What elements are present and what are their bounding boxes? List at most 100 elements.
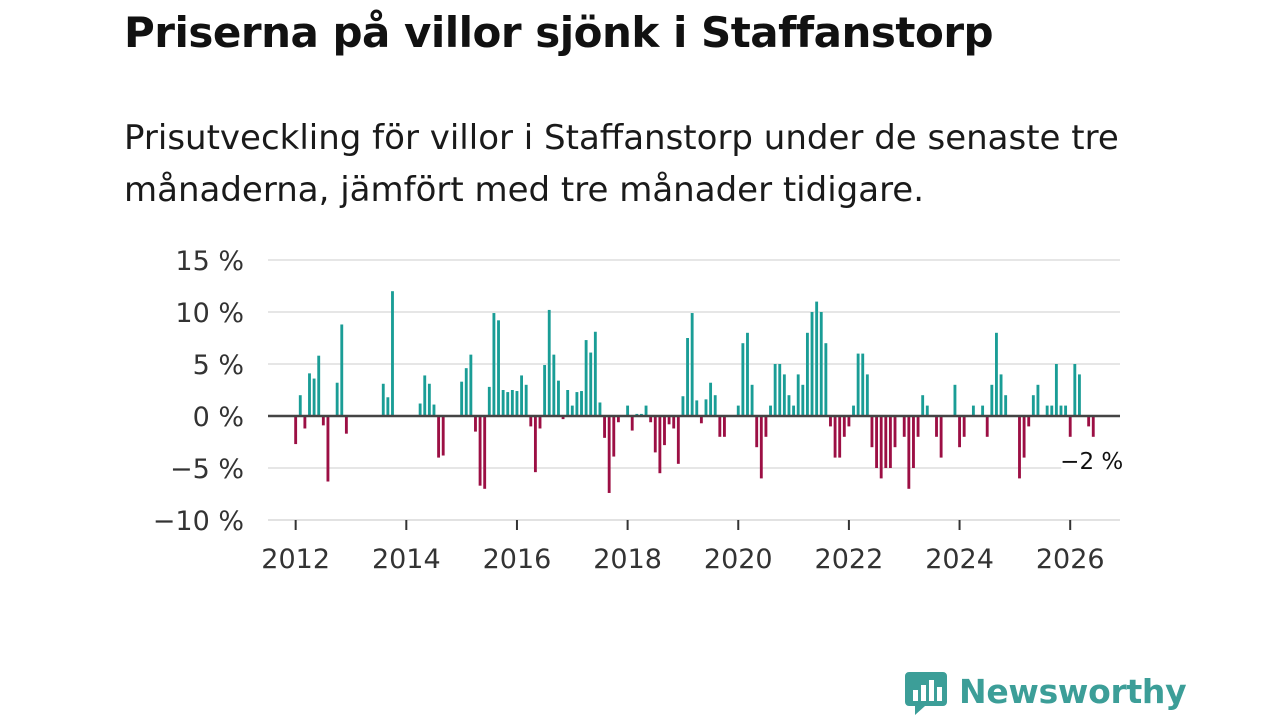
bar-positive bbox=[695, 400, 699, 416]
bar-negative bbox=[912, 416, 915, 468]
bar-positive bbox=[298, 395, 302, 416]
bar-positive bbox=[690, 313, 694, 416]
bar-negative bbox=[939, 416, 943, 458]
y-tick-label: 15 % bbox=[175, 246, 244, 277]
bar-positive bbox=[769, 405, 772, 416]
bar-negative bbox=[759, 416, 763, 479]
x-tick-label: 2024 bbox=[925, 544, 994, 575]
y-tick-label: −5 % bbox=[170, 454, 244, 485]
bar-positive bbox=[709, 382, 713, 416]
bar-negative bbox=[303, 416, 307, 429]
bar-positive bbox=[1073, 364, 1077, 416]
bar-negative bbox=[483, 416, 487, 489]
x-tick-label: 2020 bbox=[704, 544, 773, 575]
bar-positive bbox=[815, 301, 819, 416]
bar-positive bbox=[1045, 405, 1049, 416]
bar-negative bbox=[985, 416, 989, 437]
bar-positive bbox=[497, 320, 500, 416]
bar-positive bbox=[335, 382, 339, 416]
bar-negative bbox=[870, 416, 874, 448]
bar-negative bbox=[1022, 416, 1026, 458]
bar-positive bbox=[312, 378, 316, 416]
bar-negative bbox=[321, 416, 325, 426]
bar-negative bbox=[437, 416, 441, 458]
bar-positive bbox=[856, 353, 860, 416]
bar-positive bbox=[796, 374, 800, 416]
bar-positive bbox=[432, 404, 436, 416]
bar-positive bbox=[995, 332, 998, 416]
last-value-halo bbox=[1061, 445, 1128, 476]
bar-negative bbox=[842, 416, 846, 437]
bar-positive bbox=[506, 392, 510, 416]
bar-positive bbox=[861, 353, 865, 416]
bar-negative bbox=[838, 416, 842, 458]
bar-positive bbox=[469, 354, 473, 416]
bar-positive bbox=[852, 405, 855, 416]
bar-positive bbox=[340, 324, 344, 416]
bar-negative bbox=[630, 416, 634, 431]
bar-positive bbox=[464, 368, 468, 416]
bar-positive bbox=[746, 332, 749, 416]
bar-positive bbox=[557, 380, 560, 416]
bars bbox=[294, 291, 1095, 493]
bar-negative bbox=[902, 416, 906, 437]
bar-positive bbox=[515, 391, 519, 416]
bar-positive bbox=[566, 390, 570, 416]
bar-negative bbox=[916, 416, 920, 437]
bar-negative bbox=[879, 416, 883, 479]
bar-negative bbox=[833, 416, 837, 458]
bar-negative bbox=[529, 416, 533, 427]
bar-positive bbox=[460, 381, 464, 416]
bar-negative bbox=[607, 416, 611, 493]
bar-negative bbox=[875, 416, 878, 468]
bar-positive bbox=[792, 405, 796, 416]
bar-negative bbox=[718, 416, 722, 437]
bar-negative bbox=[1068, 416, 1072, 437]
bar-negative bbox=[474, 416, 477, 432]
bar-negative bbox=[1087, 416, 1091, 427]
brand-name: Newsworthy bbox=[959, 672, 1187, 711]
bar-positive bbox=[704, 399, 708, 416]
bar-positive bbox=[736, 405, 740, 416]
bar-negative bbox=[907, 416, 911, 489]
bar-positive bbox=[925, 405, 929, 416]
bar-positive bbox=[1004, 395, 1008, 416]
chart-title: Priserna på villor sjönk i Staffanstorp bbox=[124, 8, 994, 57]
bar-negative bbox=[658, 416, 662, 474]
last-value-label: −2 % bbox=[1060, 449, 1123, 475]
bar-positive bbox=[787, 395, 791, 416]
bar-positive bbox=[921, 395, 925, 416]
bar-positive bbox=[1050, 405, 1054, 416]
bar-negative bbox=[1027, 416, 1031, 427]
bar-negative bbox=[603, 416, 606, 438]
bar-positive bbox=[547, 309, 551, 416]
bar-negative bbox=[441, 416, 445, 456]
x-tick-label: 2022 bbox=[815, 544, 884, 575]
bar-positive bbox=[686, 338, 689, 416]
x-tick-label: 2026 bbox=[1036, 544, 1105, 575]
bar-positive bbox=[317, 355, 321, 416]
bar-positive bbox=[427, 383, 431, 416]
annotations: −2 % bbox=[1060, 445, 1128, 476]
bar-positive bbox=[524, 384, 528, 416]
bar-positive bbox=[713, 395, 717, 416]
bar-positive bbox=[810, 312, 814, 416]
bar-negative bbox=[478, 416, 482, 486]
bar-positive bbox=[391, 291, 394, 416]
newsworthy-logo: Newsworthy bbox=[903, 670, 1187, 716]
bar-negative bbox=[538, 416, 542, 429]
bar-negative bbox=[663, 416, 666, 446]
bar-negative bbox=[326, 416, 330, 482]
bar-positive bbox=[981, 405, 985, 416]
bar-positive bbox=[1031, 395, 1035, 416]
bar-positive bbox=[773, 364, 777, 416]
bar-positive bbox=[824, 343, 828, 416]
bar-positive bbox=[971, 405, 975, 416]
bar-positive bbox=[520, 375, 523, 416]
y-tick-label: 10 % bbox=[175, 298, 244, 329]
bar-negative bbox=[649, 416, 653, 423]
x-tick-label: 2016 bbox=[483, 544, 552, 575]
bar-positive bbox=[386, 397, 390, 416]
bar-negative bbox=[676, 416, 680, 464]
x-tick-label: 2012 bbox=[261, 544, 330, 575]
